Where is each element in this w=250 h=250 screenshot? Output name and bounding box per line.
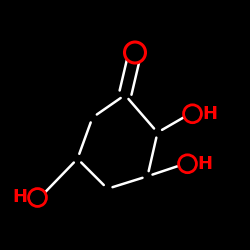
- Circle shape: [184, 105, 202, 123]
- Circle shape: [28, 188, 46, 206]
- Text: H: H: [198, 155, 213, 173]
- Text: H: H: [12, 188, 27, 206]
- Circle shape: [124, 42, 146, 63]
- Text: H: H: [203, 105, 218, 123]
- Circle shape: [178, 155, 196, 173]
